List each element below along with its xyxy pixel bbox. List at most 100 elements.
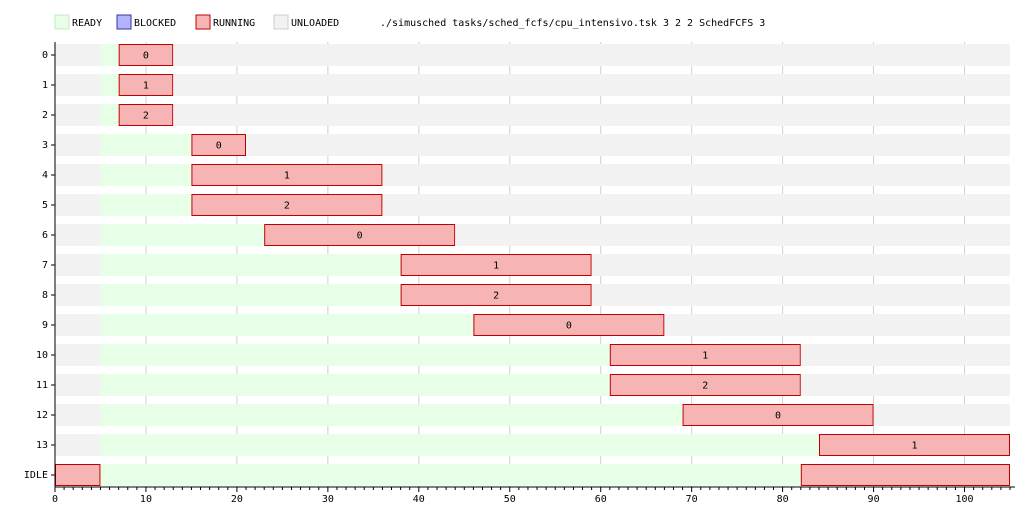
legend-swatch-running xyxy=(195,14,211,30)
segment-running xyxy=(118,104,174,126)
segment-running xyxy=(400,254,592,276)
row-12: 12 0 xyxy=(36,404,1010,426)
segment-core-label: 2 xyxy=(493,291,499,302)
legend-swatch-blocked xyxy=(116,14,132,30)
segment-running xyxy=(191,134,247,156)
segment-core-label: 1 xyxy=(702,351,708,362)
segment-ready xyxy=(100,74,119,96)
segment-running xyxy=(118,44,174,66)
segment-ready xyxy=(100,194,192,216)
segment-unloaded xyxy=(55,224,101,246)
legend: READY BLOCKED RUNNING UNLOADED xyxy=(54,14,339,30)
segment-core-label: 0 xyxy=(775,411,781,422)
row-label: IDLE xyxy=(24,470,48,481)
row-idle: IDLE xyxy=(24,464,1010,486)
segment-ready xyxy=(100,224,265,246)
legend-label-ready: READY xyxy=(72,18,102,29)
segment-unloaded xyxy=(873,404,1010,426)
segment-running xyxy=(800,464,1010,486)
segment-core-label: 2 xyxy=(702,381,708,392)
row-label: 5 xyxy=(42,200,48,211)
segment-ready xyxy=(100,164,192,186)
segment-unloaded xyxy=(55,74,101,96)
segment-core-label: 0 xyxy=(216,141,222,152)
segment-running xyxy=(400,284,592,306)
row-13: 13 1 xyxy=(36,434,1010,456)
segment-unloaded xyxy=(55,164,101,186)
segment-unloaded xyxy=(591,284,1010,306)
segment-core-label: 2 xyxy=(284,201,290,212)
segment-running xyxy=(682,404,874,426)
segment-unloaded xyxy=(55,284,101,306)
segment-core-label: 1 xyxy=(911,441,917,452)
x-tick-label: 40 xyxy=(413,494,425,505)
segment-unloaded xyxy=(246,134,1010,156)
segment-unloaded xyxy=(173,44,1010,66)
segment-ready xyxy=(100,254,401,276)
command-line: ./simusched tasks/sched_fcfs/cpu_intensi… xyxy=(380,18,765,29)
row-label: 13 xyxy=(36,440,48,451)
segment-core-label: 1 xyxy=(284,171,290,182)
legend-label-blocked: BLOCKED xyxy=(134,18,176,29)
segment-running xyxy=(191,164,383,186)
segment-ready xyxy=(100,314,474,336)
row-label: 11 xyxy=(36,380,48,391)
segment-ready xyxy=(100,44,119,66)
row-11: 11 2 xyxy=(36,374,1010,396)
x-tick-label: 70 xyxy=(686,494,698,505)
x-axis: 0 10 20 30 40 50 60 70 80 90 100 xyxy=(52,42,1015,505)
segment-core-label: 0 xyxy=(357,231,363,242)
segment-running xyxy=(473,314,665,336)
x-tick-label: 30 xyxy=(322,494,334,505)
segment-core-label: 2 xyxy=(143,111,149,122)
x-tick-label: 60 xyxy=(595,494,607,505)
segment-unloaded xyxy=(55,104,101,126)
row-label: 8 xyxy=(42,290,48,301)
segment-unloaded xyxy=(55,344,101,366)
segment-ready xyxy=(100,134,192,156)
legend-label-unloaded: UNLOADED xyxy=(291,18,339,29)
segment-running xyxy=(609,344,801,366)
segment-unloaded xyxy=(55,374,101,396)
segment-unloaded xyxy=(800,374,1010,396)
segment-unloaded xyxy=(664,314,1011,336)
row-label: 3 xyxy=(42,140,48,151)
segment-running xyxy=(191,194,383,216)
x-tick-label: 90 xyxy=(868,494,880,505)
segment-unloaded xyxy=(382,164,1010,186)
segment-unloaded xyxy=(455,224,1010,246)
segment-unloaded xyxy=(382,194,1010,216)
segment-unloaded xyxy=(800,344,1010,366)
segment-running xyxy=(264,224,456,246)
segment-unloaded xyxy=(173,104,1010,126)
legend-label-running: RUNNING xyxy=(213,18,255,29)
legend-swatch-unloaded xyxy=(273,14,289,30)
segment-ready xyxy=(100,464,801,486)
row-label: 2 xyxy=(42,110,48,121)
segment-unloaded xyxy=(173,74,1010,96)
segment-running xyxy=(819,434,1010,456)
x-tick-label: 50 xyxy=(504,494,516,505)
row-label: 10 xyxy=(36,350,48,361)
segment-ready xyxy=(100,104,119,126)
row-label: 1 xyxy=(42,80,48,91)
segment-ready xyxy=(100,434,819,456)
row-label: 9 xyxy=(42,320,48,331)
row-label: 7 xyxy=(42,260,48,271)
legend-swatch-ready xyxy=(54,14,70,30)
segment-ready xyxy=(100,284,401,306)
segment-unloaded xyxy=(55,434,101,456)
x-tick-label: 10 xyxy=(140,494,152,505)
segment-core-label: 1 xyxy=(143,81,149,92)
x-tick-label: 0 xyxy=(52,494,58,505)
segment-unloaded xyxy=(55,44,101,66)
